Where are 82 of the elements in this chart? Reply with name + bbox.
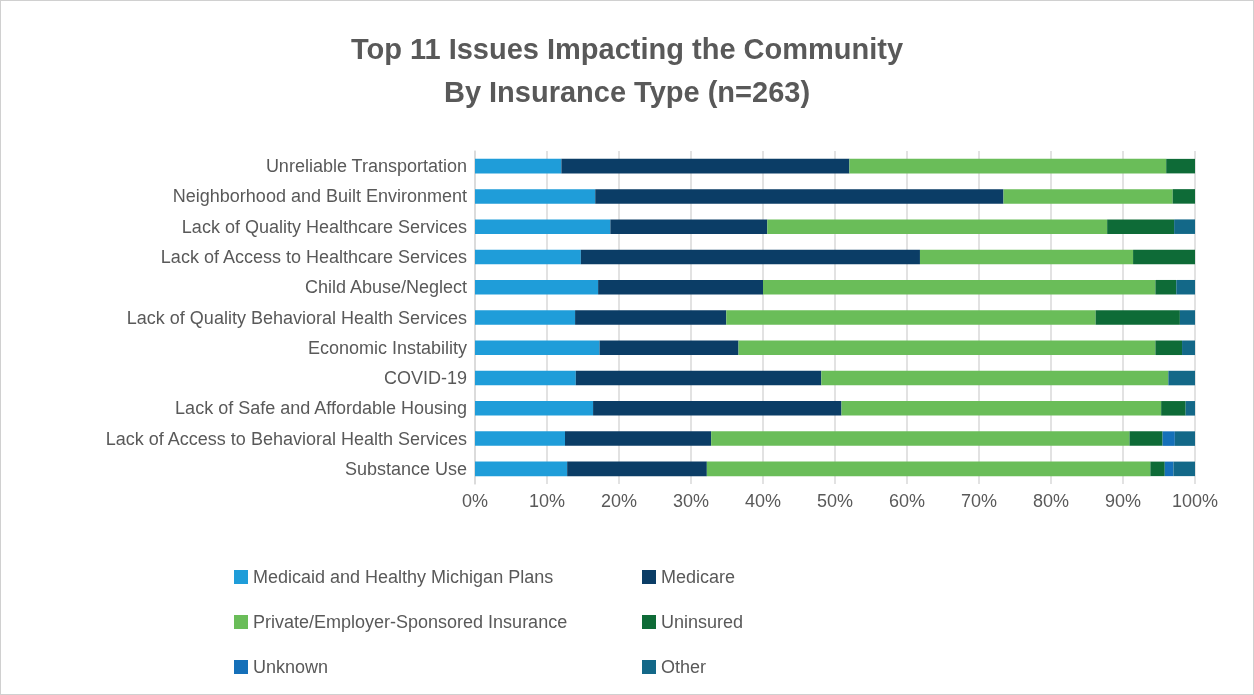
legend-label: Medicaid and Healthy Michigan Plans [253, 567, 554, 587]
bar [738, 340, 1156, 356]
y-tick-label: Unreliable Transportation [265, 156, 467, 177]
bar [475, 461, 568, 477]
y-tick-label: Neighborhood and Built Environment [172, 186, 467, 207]
x-tick-label: 0% [461, 491, 489, 511]
chart-title: Top 11 Issues Impacting the Community [350, 32, 904, 65]
x-tick-label: 10% [528, 491, 566, 511]
legend-label: Other [661, 657, 707, 677]
bar [475, 310, 576, 325]
bar [1107, 219, 1175, 234]
bar [610, 219, 768, 234]
bar [561, 158, 850, 174]
y-tick-label: Lack of Quality Behavioral Health Services [126, 307, 467, 328]
bar [475, 219, 611, 234]
bar [1174, 431, 1195, 446]
x-tick-label: 20% [600, 491, 638, 511]
x-tick-label: 50% [816, 491, 854, 511]
bar [849, 158, 1167, 174]
bar [475, 189, 596, 204]
bar [1185, 401, 1195, 416]
bar [1168, 370, 1195, 386]
x-tick-label: 60% [888, 491, 926, 511]
y-tick-label: Lack of Access to Healthcare Services [160, 246, 467, 267]
bar [593, 401, 842, 416]
x-tick-label: 80% [1032, 491, 1070, 511]
bar [1155, 279, 1177, 295]
bar [1003, 189, 1173, 204]
y-tick-label: Lack of Quality Healthcare Services [181, 216, 467, 237]
bar [1162, 431, 1175, 446]
x-tick-label: 90% [1104, 491, 1142, 511]
bar [475, 431, 565, 446]
bar [1182, 340, 1195, 356]
bar [475, 370, 576, 386]
legend-label: Private/Employer-Sponsored Insurance [253, 612, 568, 632]
bar [919, 249, 1134, 265]
legend-label: Unknown [253, 657, 329, 677]
bar [726, 310, 1096, 325]
legend-label: Medicare [661, 567, 736, 587]
legend-label: Uninsured [661, 612, 744, 632]
y-tick-label: COVID-19 [383, 368, 467, 389]
bar [767, 219, 1108, 234]
x-tick-label: 70% [960, 491, 998, 511]
bar [821, 370, 1169, 386]
x-tick-label: 100% [1171, 491, 1219, 511]
bar [1176, 279, 1195, 295]
bar [475, 401, 594, 416]
y-tick-label: Child Abuse/Neglect [304, 277, 467, 298]
bar [575, 310, 727, 325]
bar [475, 279, 599, 295]
bar [599, 340, 739, 356]
bar [1129, 431, 1163, 446]
bar [1172, 189, 1195, 204]
chart-subtitle: By Insurance Type (n=263) [443, 75, 811, 108]
bar [475, 340, 600, 356]
bar [1179, 310, 1195, 325]
y-tick-label: Substance Use [344, 458, 467, 479]
x-tick-label: 40% [744, 491, 782, 511]
bar [475, 158, 562, 174]
bar [1173, 461, 1195, 477]
y-tick-label: Lack of Safe and Affordable Housing [175, 398, 467, 419]
bar [763, 279, 1156, 295]
bar [1150, 461, 1165, 477]
y-tick-label: Economic Instability [307, 337, 467, 358]
bar [567, 461, 707, 477]
bar [575, 370, 822, 386]
bar [580, 249, 920, 265]
bar [475, 249, 581, 265]
bar [841, 401, 1162, 416]
bar [1166, 158, 1195, 174]
bar [1161, 401, 1186, 416]
y-tick-label: Lack of Access to Behavioral Health Services [105, 428, 467, 449]
bar [711, 431, 1130, 446]
bar [595, 189, 1004, 204]
bar [706, 461, 1151, 477]
bar [565, 431, 712, 446]
bar [1133, 249, 1195, 265]
x-tick-label: 30% [672, 491, 710, 511]
bar [1155, 340, 1183, 356]
bar [598, 279, 763, 295]
bar [1174, 219, 1195, 234]
bar [1095, 310, 1180, 325]
